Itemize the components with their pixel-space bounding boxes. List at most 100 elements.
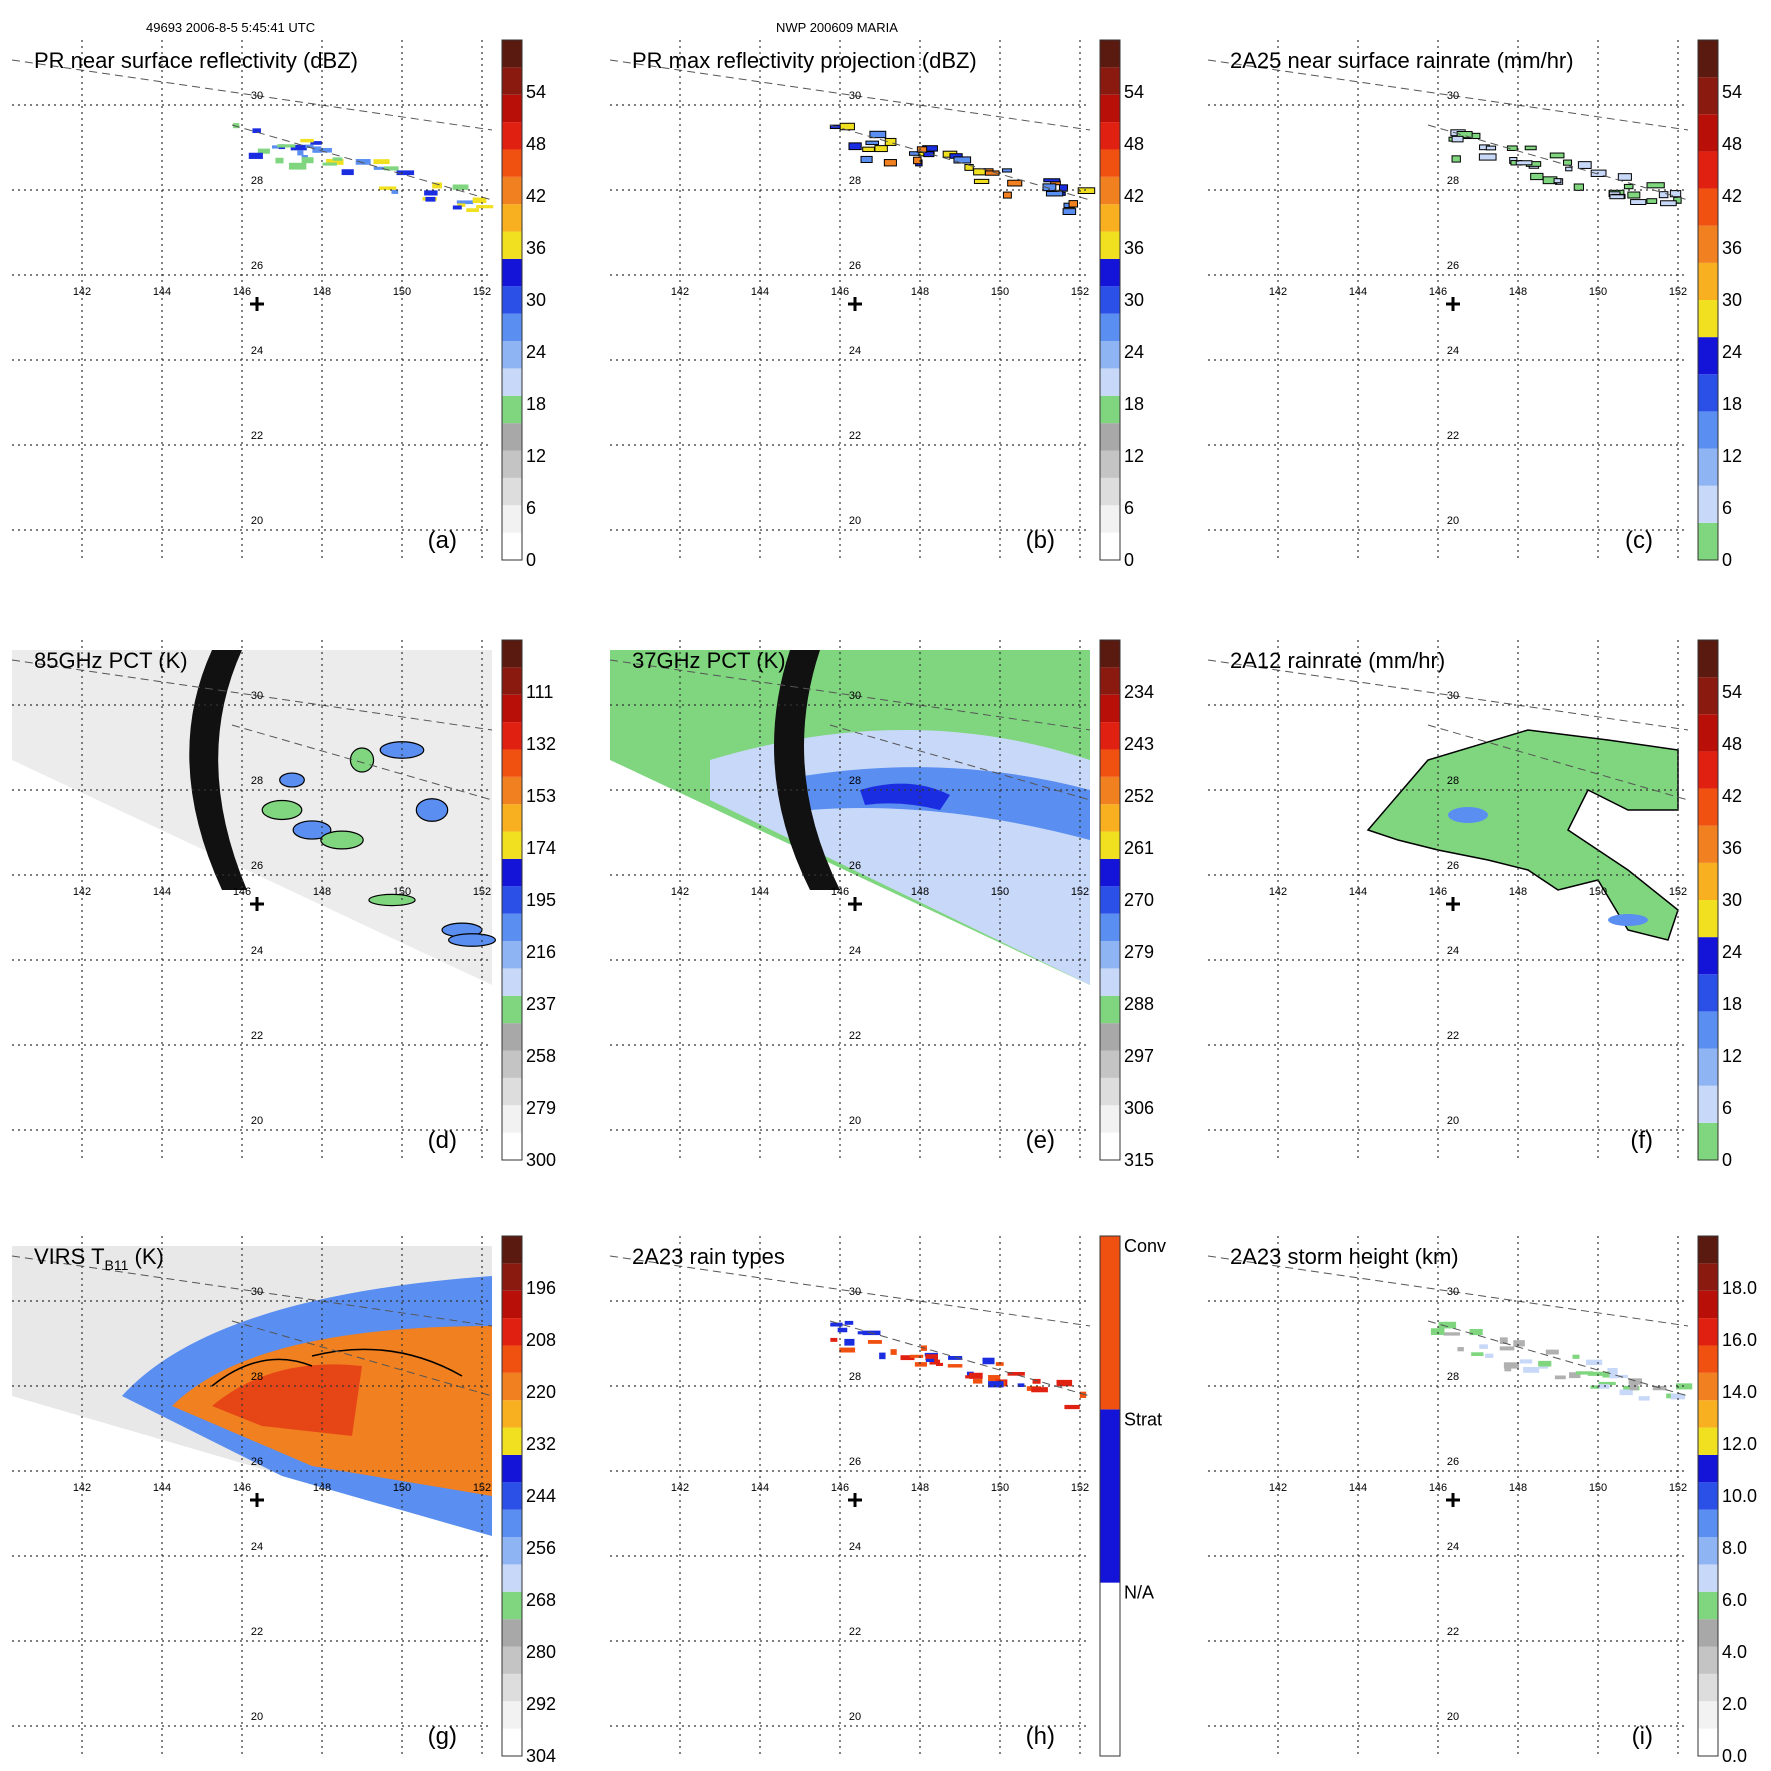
colorbar-tick-label: 208	[526, 1330, 556, 1350]
cold-cell	[415, 798, 449, 822]
colorbar-segment	[1100, 532, 1120, 560]
precip-pixel	[1660, 200, 1677, 207]
lat-tick-label: 20	[1447, 515, 1459, 527]
lat-tick-label: 26	[1447, 260, 1459, 272]
precip-pixel	[1590, 1385, 1601, 1389]
precip-pixel	[1549, 152, 1565, 159]
lon-tick-label: 148	[911, 1482, 929, 1494]
precip-pixel	[1628, 1378, 1643, 1385]
lat-tick-label: 28	[1447, 175, 1459, 187]
colorbar-tick-label: 12	[1124, 446, 1144, 466]
colorbar-tick-label: 292	[526, 1694, 556, 1714]
colorbar-segment	[502, 858, 522, 887]
panel-a: 30 28 26 24 22 20 142 144 146 148 150 152 PR near su…	[11, 39, 546, 570]
precip-pixel	[982, 1357, 995, 1365]
colorbar-tick-label: 12.0	[1722, 1434, 1757, 1454]
colorbar-segment	[1698, 1564, 1718, 1592]
precip-pixel	[1577, 161, 1592, 169]
colorbar-segment	[1100, 231, 1120, 259]
precip-pixel	[947, 1364, 963, 1368]
colorbar-segment	[1100, 368, 1120, 396]
colorbar-tick-label: 18	[1124, 394, 1144, 414]
colorbar-tick-label: 36	[1722, 838, 1742, 858]
colorbar-segment	[502, 968, 522, 996]
colorbar-segment	[1698, 1646, 1718, 1674]
colorbar-segment	[1698, 1085, 1718, 1123]
colorbar-segment	[1698, 77, 1718, 115]
colorbar-segment	[502, 1345, 522, 1373]
colorbar-segment	[1100, 1132, 1120, 1160]
storm-center-marker	[250, 297, 264, 311]
lat-tick-label: 26	[251, 260, 263, 272]
colorbar-tick-label: 36	[526, 238, 546, 258]
lat-tick-label: 28	[849, 175, 861, 187]
lon-tick-label: 152	[473, 286, 491, 298]
colorbar-segment	[1698, 1236, 1718, 1264]
precip-pixel	[424, 190, 438, 196]
colorbar-segment	[502, 204, 522, 232]
colorbar-tick-label: 195	[526, 890, 556, 910]
lon-tick-label: 148	[313, 1482, 331, 1494]
colorbar-segment	[1100, 1236, 1120, 1410]
precip-pixel	[865, 140, 880, 146]
colorbar-segment	[1100, 1582, 1120, 1756]
precip-pixel	[1519, 1359, 1533, 1364]
precip-pixel	[988, 1375, 1001, 1381]
cold-cell	[320, 830, 364, 850]
panel-title: 2A23 rain types	[632, 1244, 785, 1269]
colorbar-tick-label: 18	[1722, 394, 1742, 414]
colorbar-segment	[1100, 1105, 1120, 1133]
lon-tick-label: 152	[473, 886, 491, 898]
storm-center-marker	[250, 897, 264, 911]
colorbar-segment	[502, 1050, 522, 1078]
colorbar-segment	[1698, 40, 1718, 78]
colorbar-tick-label: 279	[1124, 942, 1154, 962]
precip-pixel	[305, 144, 314, 149]
panel-f: 30 28 26 24 22 20 142 144 146 148 150 152 2A12 rainr…	[1207, 639, 1742, 1170]
colorbar-tick-label: 54	[1722, 82, 1742, 102]
colorbar-segment	[1100, 341, 1120, 369]
lon-tick-label: 146	[233, 886, 251, 898]
colorbar-tick-label: 306	[1124, 1098, 1154, 1118]
colorbar-segment	[1698, 640, 1718, 678]
panel-h: 30 28 26 24 22 20 142 144 146 148 150 152 2A23 rain …	[609, 1235, 1166, 1757]
lat-tick-label: 20	[849, 1711, 861, 1723]
colorbar-segment	[502, 667, 522, 695]
precip-pixel	[1056, 1379, 1073, 1387]
colorbar-segment	[1698, 1048, 1718, 1086]
lon-tick-label: 144	[751, 1482, 769, 1494]
precip-pixel	[1043, 178, 1061, 183]
swath-edge	[1427, 124, 1689, 201]
colorbar-tick-label: 297	[1124, 1046, 1154, 1066]
lon-tick-label: 150	[991, 286, 1009, 298]
colorbar-tick-label: 6	[526, 498, 536, 518]
precip-pixel	[830, 1322, 843, 1327]
colorbar-segment	[1100, 204, 1120, 232]
colorbar-segment	[502, 1509, 522, 1538]
precip-pixel	[1602, 1371, 1610, 1378]
colorbar-tick-label: 2.0	[1722, 1694, 1747, 1714]
colorbar-tick-label: 244	[526, 1486, 556, 1506]
lon-tick-label: 148	[911, 286, 929, 298]
colorbar-frame	[501, 639, 523, 1161]
colorbar-tick-label: 14.0	[1722, 1382, 1757, 1402]
colorbar-segment	[1698, 1454, 1718, 1483]
lon-tick-label: 150	[1589, 886, 1607, 898]
storm-center-marker	[848, 297, 862, 311]
precip-pixel	[232, 123, 240, 129]
scan-arc	[189, 650, 247, 890]
colorbar-tick-label: 288	[1124, 994, 1154, 1014]
colorbar-tick-label: 234	[1124, 682, 1154, 702]
precip-pixel	[837, 1327, 848, 1333]
precip-pixel	[923, 151, 935, 158]
lon-tick-label: 150	[991, 1482, 1009, 1494]
colorbar-segment	[1698, 485, 1718, 523]
precip-pixel	[1630, 199, 1647, 206]
colorbar-segment	[502, 913, 522, 942]
colorbar-tick-label: 252	[1124, 786, 1154, 806]
colorbar-segment	[1100, 804, 1120, 832]
precip-pixel	[1670, 1393, 1685, 1400]
colorbar-segment	[1100, 886, 1120, 914]
lat-tick-label: 24	[1447, 945, 1459, 957]
precip-pixel	[452, 184, 469, 190]
